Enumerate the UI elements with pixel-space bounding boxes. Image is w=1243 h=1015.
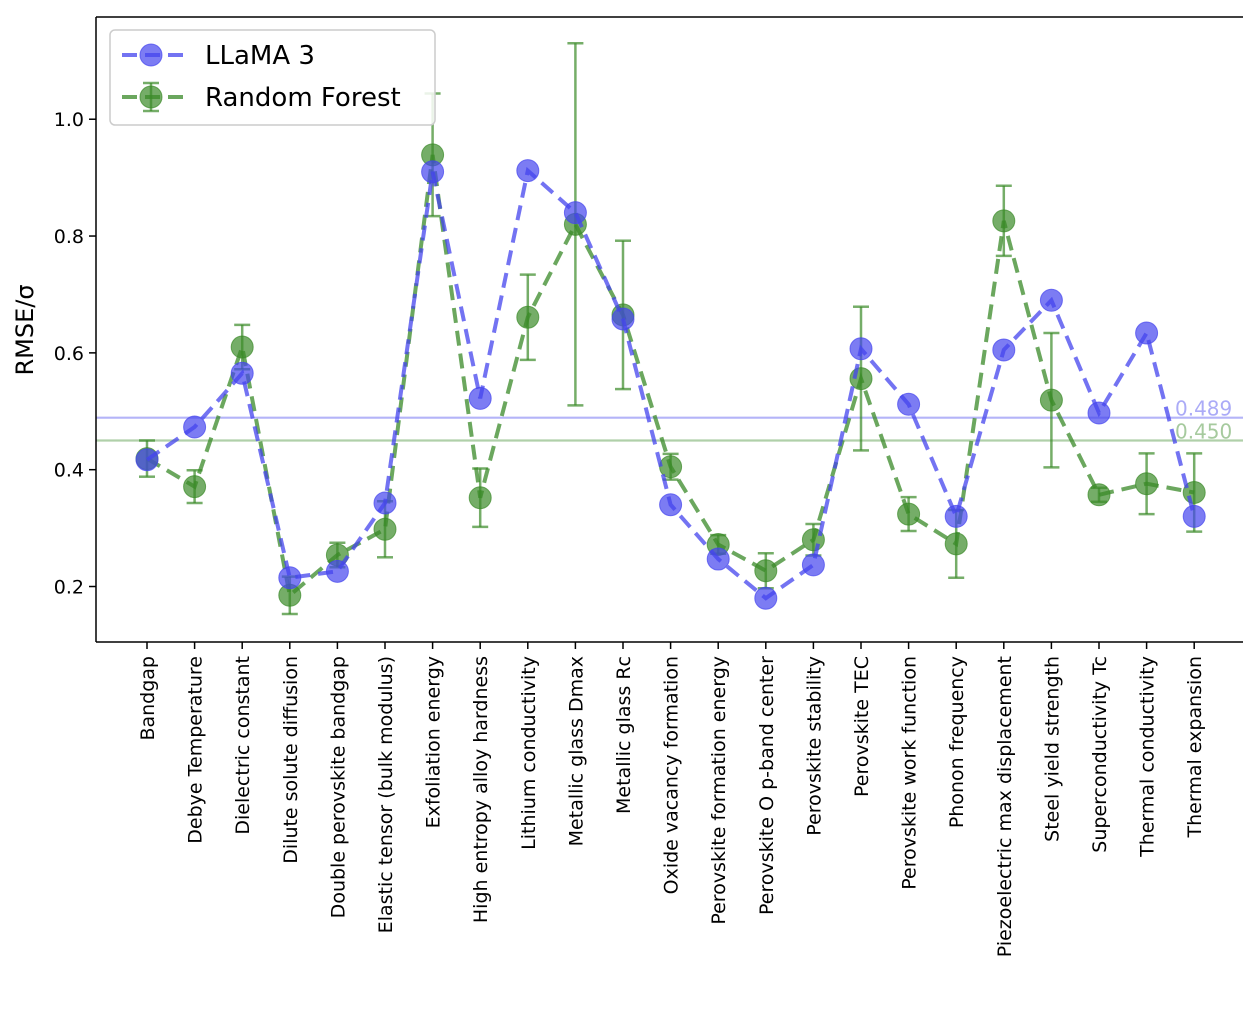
legend-entry-0: LLaMA 3 [122,41,315,71]
data-point [944,532,968,556]
x-tick-label: Metallic glass Rc [613,656,635,814]
x-tick-label: Dilute solute diffusion [280,656,302,864]
data-point [230,361,254,385]
x-tick-label: Perovskite TEC [851,656,873,797]
x-tick-label: High entropy alloy hardness [470,656,492,923]
legend-box [109,29,436,126]
data-point [754,559,778,583]
data-point [1087,483,1111,507]
data-point [754,586,778,610]
data-point [849,337,873,361]
data-point [230,335,254,359]
data-point [611,307,635,331]
y-tick-label: 0.8 [54,226,84,248]
x-tick-label: Elastic tensor (bulk modulus) [375,656,397,933]
data-point [1135,472,1159,496]
data-point [468,486,492,510]
legend-entry-1: Random Forest [122,81,401,113]
x-tick-label: Double perovskite bandgap [327,656,349,918]
data-point [183,415,207,439]
data-point [1087,401,1111,425]
data-point [468,386,492,410]
x-tick-label: Thermal expansion [1184,656,1206,838]
series-layer [135,42,1206,616]
data-point [373,517,397,541]
y-tick-label: 0.6 [54,343,84,365]
legend-label-1: Random Forest [205,83,401,113]
x-tick-label: Exfoliation energy [423,656,445,828]
legend-marker [139,43,163,67]
x-tick-label: Perovskite O p-band center [756,656,778,915]
axes-frame [95,16,1243,643]
data-point [421,160,445,184]
x-tick-label: Dielectric constant [232,656,254,835]
legend: LLaMA 3 Random Forest [109,29,436,126]
legend-marker [139,85,163,109]
data-point [325,559,349,583]
data-point [897,392,921,416]
data-point [135,448,159,472]
x-tick-label: Thermal conductivity [1137,656,1159,858]
x-tick-label: Steel yield strength [1041,656,1063,842]
data-point [563,201,587,225]
data-point [516,159,540,183]
data-point [278,566,302,590]
legend-label-0: LLaMA 3 [205,41,315,71]
data-point [992,209,1016,233]
data-point [897,502,921,526]
data-point [659,493,683,517]
x-tick-label: Perovskite work function [899,656,921,890]
data-point [849,367,873,391]
mean-label-0: 0.489 [1175,397,1232,421]
x-tick-label: Oxide vacancy formation [661,656,683,894]
data-point [1182,504,1206,528]
x-tick-label: Perovskite formation energy [708,656,730,925]
mean-label-1: 0.450 [1175,419,1232,443]
x-axis: Bandgap Debye Temperature Dielectric const… [137,642,1206,957]
data-point [801,553,825,577]
data-point [183,475,207,499]
data-point [944,504,968,528]
x-tick-label: Metallic glass Dmax [565,656,587,846]
data-point [516,305,540,329]
y-axis-label: RMSE/σ [11,284,39,375]
data-point [1135,321,1159,345]
data-point [1039,388,1063,412]
x-tick-label: Perovskite stability [803,656,825,836]
series-0 [135,159,1206,610]
y-tick-label: 0.2 [54,577,84,599]
data-point [373,491,397,515]
x-tick-label: Phonon frequency [946,656,968,828]
data-point [706,547,730,571]
y-axis: 0.2 0.4 0.6 0.8 1.0 [54,109,96,599]
data-point [992,338,1016,362]
data-point [1039,288,1063,312]
x-tick-label: Debye Temperature [185,656,207,844]
x-tick-label: Lithium conductivity [518,656,540,850]
x-tick-label: Piezoelectric max displacement [994,656,1016,957]
x-tick-label: Superconductivity Tc [1089,656,1111,853]
y-tick-label: 1.0 [54,109,84,131]
y-tick-label: 0.4 [54,460,84,482]
x-tick-label: Bandgap [137,656,159,741]
